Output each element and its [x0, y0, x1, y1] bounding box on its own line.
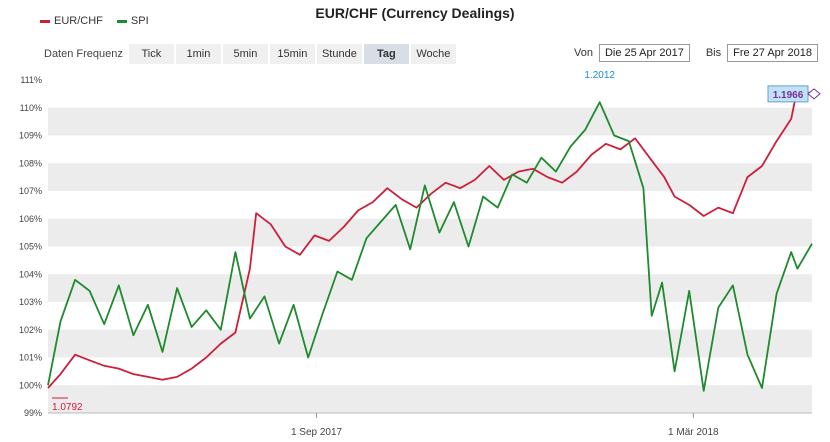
annotation-high: 1.2012 — [584, 70, 615, 81]
freq-button-15min[interactable]: 15min — [269, 44, 315, 64]
to-date-input[interactable]: Fre 27 Apr 2018 — [727, 44, 818, 62]
y-tick-label: 106% — [19, 214, 42, 224]
annotation-last: 1.1966 — [773, 90, 804, 101]
grid-band — [48, 218, 812, 247]
x-tick-label: 1 Mär 2018 — [668, 427, 719, 438]
grid-band — [48, 163, 812, 191]
freq-button-tick[interactable]: Tick — [128, 44, 174, 64]
frequency-label: Daten Frequenz — [44, 48, 123, 60]
y-tick-label: 108% — [19, 158, 42, 168]
grid-band — [48, 385, 812, 413]
y-tick-label: 100% — [19, 380, 42, 390]
y-tick-label: 111% — [20, 75, 42, 85]
frequency-toolbar: Daten Frequenz Tick 1min 5min 15min Stun… — [44, 44, 458, 64]
from-date-input[interactable]: Die 25 Apr 2017 — [598, 44, 690, 62]
y-tick-label: 110% — [20, 103, 42, 113]
grid-band — [48, 329, 812, 358]
y-tick-label: 103% — [19, 297, 42, 307]
grid-band — [48, 274, 812, 302]
y-tick-label: 105% — [19, 242, 42, 252]
legend-swatch-eurchf — [40, 19, 50, 23]
legend-item-eurchf[interactable]: EUR/CHF — [40, 15, 103, 27]
annotation-last-marker — [807, 88, 821, 100]
y-tick-label: 101% — [19, 353, 42, 363]
freq-button-5min[interactable]: 5min — [222, 44, 268, 64]
x-tick-label: 1 Sep 2017 — [291, 427, 343, 438]
chart-title: EUR/CHF (Currency Dealings) — [315, 5, 515, 21]
freq-button-stunde[interactable]: Stunde — [316, 44, 362, 64]
freq-button-tag[interactable]: Tag — [363, 44, 409, 64]
series-line-eurchf — [47, 87, 813, 389]
from-label: Von — [573, 47, 593, 59]
date-range: Von Die 25 Apr 2017 Bis Fre 27 Apr 2018 — [574, 44, 818, 62]
legend: EUR/CHF SPI — [40, 15, 149, 27]
series-line-spi — [47, 101, 813, 392]
y-tick-label: 104% — [19, 269, 42, 279]
legend-label-eurchf: EUR/CHF — [54, 15, 103, 27]
freq-button-1min[interactable]: 1min — [175, 44, 221, 64]
y-tick-label: 107% — [19, 186, 42, 196]
to-label: Bis — [705, 47, 722, 59]
annotation-low: 1.0792 — [52, 402, 83, 413]
legend-label-spi: SPI — [130, 15, 149, 27]
y-tick-label: 102% — [19, 325, 42, 335]
y-tick-label: 99% — [24, 408, 42, 418]
y-tick-label: 109% — [19, 131, 42, 141]
freq-button-woche[interactable]: Woche — [410, 44, 456, 64]
grid-band — [48, 107, 812, 136]
legend-item-spi[interactable]: SPI — [116, 15, 149, 27]
legend-swatch-spi — [116, 19, 127, 23]
